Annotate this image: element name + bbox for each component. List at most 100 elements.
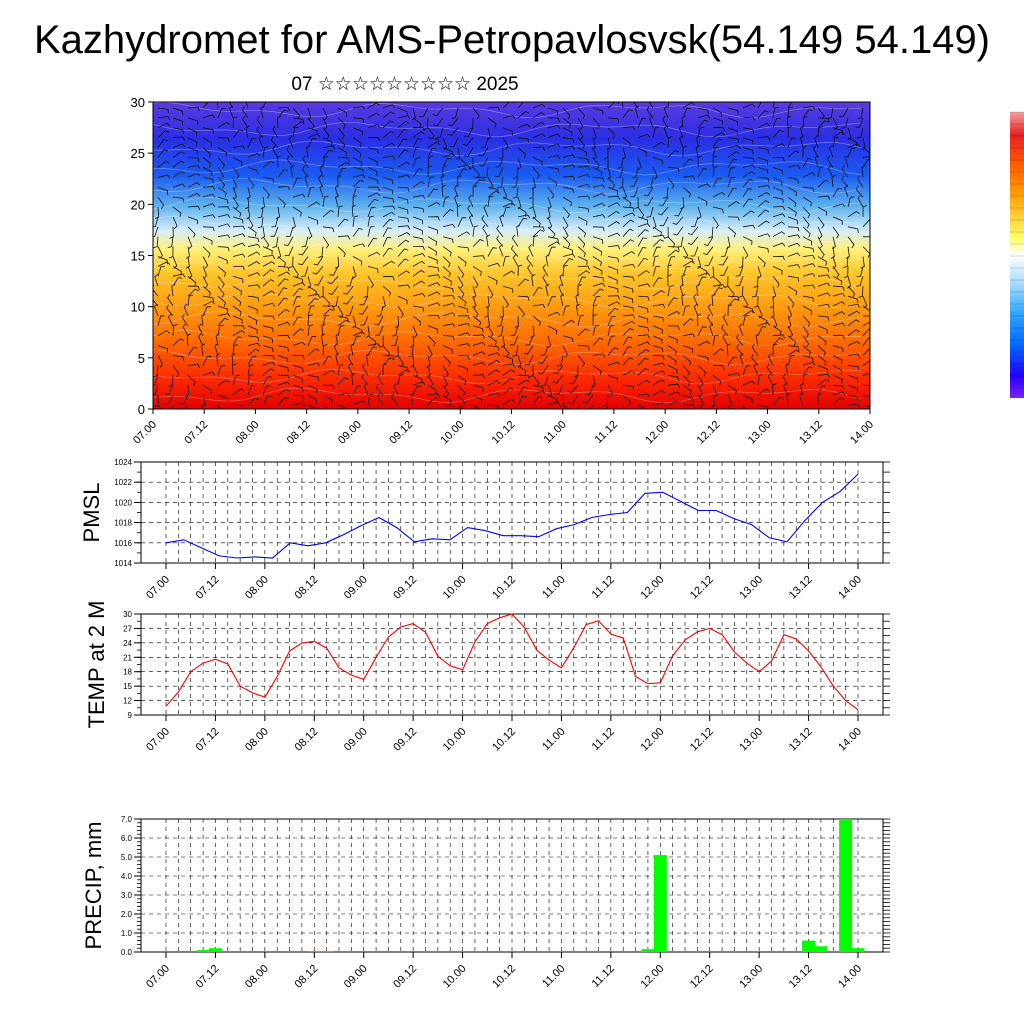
y-tick-label: 4.0 bbox=[121, 872, 133, 881]
wind-barb bbox=[307, 201, 321, 208]
wind-barb bbox=[687, 236, 699, 245]
wind-barb bbox=[307, 404, 318, 409]
wind-barb bbox=[607, 202, 621, 208]
wind-barb bbox=[442, 236, 454, 244]
x-tick-label: 13.12 bbox=[787, 726, 815, 754]
wind-barb bbox=[217, 121, 230, 129]
wind-barb bbox=[517, 137, 530, 143]
wind-barb bbox=[637, 341, 651, 346]
wind-barb bbox=[187, 127, 198, 137]
wind-barb bbox=[168, 246, 174, 259]
wind-barb bbox=[802, 196, 812, 207]
wind-barb bbox=[457, 175, 462, 188]
wind-barb bbox=[817, 365, 828, 374]
wind-barb bbox=[329, 266, 339, 276]
wind-barb bbox=[592, 353, 606, 358]
wind-barb bbox=[592, 256, 602, 266]
wind-barb bbox=[648, 115, 654, 128]
x-tick-label: 10.00 bbox=[441, 726, 469, 754]
wind-barb bbox=[547, 186, 555, 199]
contour-line bbox=[153, 330, 862, 347]
y-tick-label: 9 bbox=[128, 711, 133, 720]
wind-barb bbox=[592, 282, 606, 287]
wind-barb bbox=[427, 314, 440, 320]
wind-barb bbox=[757, 176, 770, 183]
wind-barb bbox=[622, 357, 634, 366]
wind-barb bbox=[332, 296, 339, 308]
wind-barb bbox=[607, 195, 621, 200]
wind-barb bbox=[772, 106, 779, 118]
wind-barb bbox=[787, 242, 801, 247]
wind-barb bbox=[518, 374, 530, 380]
wind-barb bbox=[247, 261, 261, 267]
wind-barb bbox=[347, 363, 354, 376]
wind-barb bbox=[742, 365, 751, 376]
x-tick-label: 09.00 bbox=[342, 726, 370, 754]
wind-barb bbox=[577, 147, 588, 157]
wind-barb bbox=[847, 143, 861, 148]
wind-barb bbox=[802, 236, 813, 246]
wind-barb bbox=[847, 285, 856, 298]
wind-barb bbox=[682, 375, 691, 387]
wind-barb bbox=[201, 395, 206, 408]
wind-barb bbox=[198, 333, 204, 346]
y-tick-label: 27 bbox=[123, 624, 132, 633]
wind-barb bbox=[217, 313, 231, 318]
wind-barb bbox=[187, 288, 200, 297]
wind-barb bbox=[382, 227, 392, 237]
wind-barb bbox=[187, 346, 198, 356]
wind-barb bbox=[772, 337, 784, 346]
wind-barb bbox=[487, 380, 501, 386]
wind-barb bbox=[187, 182, 201, 188]
wind-barb bbox=[277, 186, 291, 191]
x-tick-label: 12.12 bbox=[688, 574, 716, 602]
wind-barb bbox=[772, 396, 784, 406]
wind-barb bbox=[427, 302, 441, 307]
wind-barb bbox=[247, 342, 261, 347]
wind-barb bbox=[157, 355, 164, 368]
wind-barb bbox=[695, 145, 700, 158]
wind-barb bbox=[667, 365, 678, 374]
wind-barb bbox=[187, 216, 198, 225]
wind-barb bbox=[589, 404, 594, 409]
wind-barb bbox=[292, 316, 302, 326]
wind-barb bbox=[337, 107, 348, 117]
wind-barb bbox=[772, 213, 786, 218]
x-tick-label: 10.12 bbox=[490, 419, 518, 447]
wind-barb bbox=[157, 130, 169, 138]
wind-barb bbox=[486, 127, 491, 141]
wind-barb bbox=[856, 175, 864, 188]
wind-barb bbox=[442, 196, 450, 208]
wind-barb bbox=[164, 385, 174, 395]
wind-barb bbox=[217, 186, 227, 197]
contour-line bbox=[153, 159, 862, 176]
wind-barb bbox=[232, 375, 241, 386]
wind-barb bbox=[862, 337, 870, 346]
wind-barb bbox=[307, 138, 317, 148]
wind-barb bbox=[607, 347, 619, 356]
wind-barb bbox=[242, 115, 249, 129]
wind-barb bbox=[637, 257, 649, 267]
wind-barb bbox=[577, 157, 590, 164]
wind-barb bbox=[167, 294, 174, 307]
wind-barb bbox=[862, 305, 870, 316]
wind-barb bbox=[712, 334, 719, 346]
wind-barb bbox=[375, 325, 384, 336]
wind-barb bbox=[278, 374, 290, 380]
wind-barb bbox=[168, 375, 174, 387]
wind-barb bbox=[257, 216, 264, 229]
chart-subtitle: 07 ☆☆☆☆☆☆☆☆☆ 2025 bbox=[291, 74, 519, 95]
wind-barb bbox=[742, 137, 754, 145]
wind-barb bbox=[352, 256, 363, 266]
wind-barb bbox=[772, 157, 785, 162]
wind-barb bbox=[526, 254, 534, 267]
wind-barb bbox=[202, 214, 216, 219]
wind-barb bbox=[787, 234, 801, 239]
wind-barb bbox=[607, 325, 615, 336]
wind-barb bbox=[562, 335, 574, 343]
y-tick-label: 6.0 bbox=[121, 834, 133, 843]
wind-barb bbox=[487, 345, 500, 351]
wind-barb bbox=[862, 158, 870, 168]
wind-barb bbox=[485, 315, 490, 329]
wind-barb bbox=[802, 186, 815, 193]
